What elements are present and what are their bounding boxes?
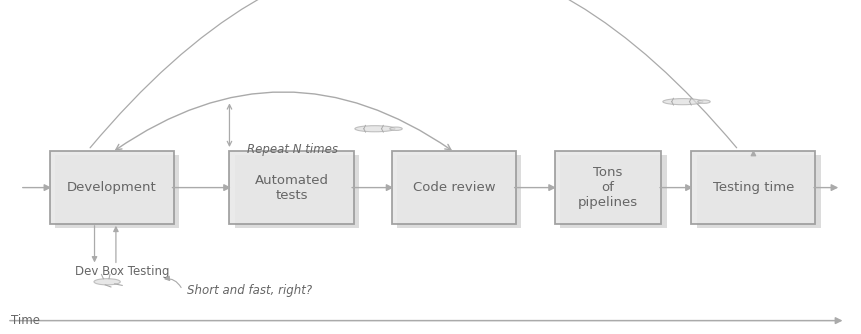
FancyBboxPatch shape: [554, 151, 661, 224]
FancyBboxPatch shape: [697, 155, 821, 228]
FancyBboxPatch shape: [560, 155, 666, 228]
FancyBboxPatch shape: [691, 151, 815, 224]
Text: Short and fast, right?: Short and fast, right?: [187, 284, 312, 297]
Text: Automated
tests: Automated tests: [255, 174, 329, 202]
FancyBboxPatch shape: [55, 155, 179, 228]
Circle shape: [697, 100, 710, 103]
FancyBboxPatch shape: [234, 155, 359, 228]
Text: Development: Development: [67, 181, 157, 194]
Text: Time: Time: [11, 314, 40, 327]
Ellipse shape: [663, 99, 703, 105]
FancyBboxPatch shape: [50, 151, 174, 224]
Text: Code review: Code review: [412, 181, 495, 194]
Circle shape: [390, 127, 402, 131]
Ellipse shape: [94, 279, 121, 285]
FancyBboxPatch shape: [397, 155, 521, 228]
FancyBboxPatch shape: [392, 151, 516, 224]
Ellipse shape: [355, 126, 395, 132]
FancyBboxPatch shape: [230, 151, 354, 224]
Text: Dev Box Testing: Dev Box Testing: [76, 265, 170, 278]
Text: Tons
of
pipelines: Tons of pipelines: [578, 166, 638, 209]
Text: Testing time: Testing time: [713, 181, 794, 194]
Text: Repeat N times: Repeat N times: [246, 143, 338, 156]
